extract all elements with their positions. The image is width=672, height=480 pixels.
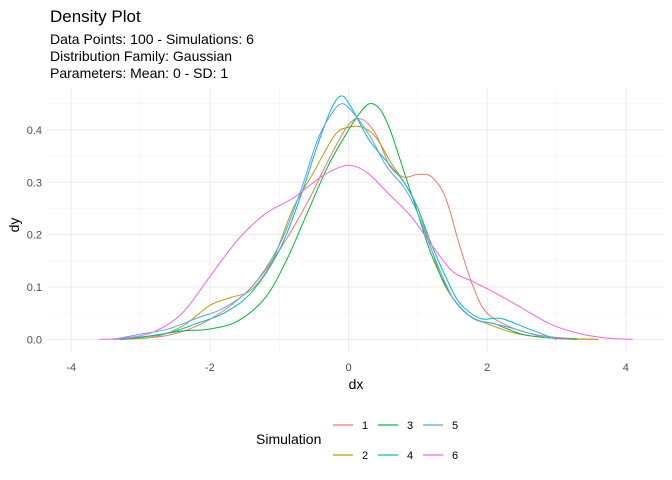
- legend: 1 2 3 4 5 6: [333, 420, 458, 462]
- legend-label-6: 6: [452, 450, 458, 462]
- legend-label-1: 1: [362, 420, 368, 432]
- y-tick-label: 0.1: [27, 282, 42, 294]
- y-tick-label: 0.3: [27, 177, 42, 189]
- chart-subtitle-line-1: Data Points: 100 - Simulations: 6: [50, 31, 254, 47]
- chart-title: Density Plot: [50, 7, 141, 26]
- legend-label-5: 5: [452, 420, 458, 432]
- x-tick-label: 2: [484, 362, 490, 374]
- legend-label-4: 4: [407, 450, 413, 462]
- x-tick-label: 0: [346, 362, 352, 374]
- density-line-simulation-6: [98, 164, 633, 340]
- legend-title: Simulation: [256, 431, 321, 447]
- x-axis-title: dx: [349, 376, 364, 392]
- density-line-simulation-1: [119, 117, 599, 340]
- axis-ticks: -4 -2 0 2 4 0.0 0.1 0.2 0.3 0.4: [27, 125, 629, 374]
- plot-grid: [47, 88, 664, 352]
- legend-label-3: 3: [407, 420, 413, 432]
- density-line-simulation-5: [112, 103, 571, 340]
- x-tick-label: -2: [205, 362, 215, 374]
- y-tick-label: 0.4: [27, 125, 42, 137]
- x-tick-label: -4: [66, 362, 76, 374]
- x-tick-label: 4: [623, 362, 629, 374]
- chart-subtitle-line-3: Parameters: Mean: 0 - SD: 1: [50, 65, 228, 81]
- density-line-simulation-4: [112, 95, 557, 340]
- y-tick-label: 0.2: [27, 230, 42, 242]
- density-series: [98, 95, 633, 340]
- legend-label-2: 2: [362, 450, 368, 462]
- y-tick-label: 0.0: [27, 334, 42, 346]
- y-axis-title: dy: [6, 218, 22, 233]
- density-line-simulation-2: [119, 125, 599, 340]
- chart-subtitle-line-2: Distribution Family: Gaussian: [50, 48, 232, 64]
